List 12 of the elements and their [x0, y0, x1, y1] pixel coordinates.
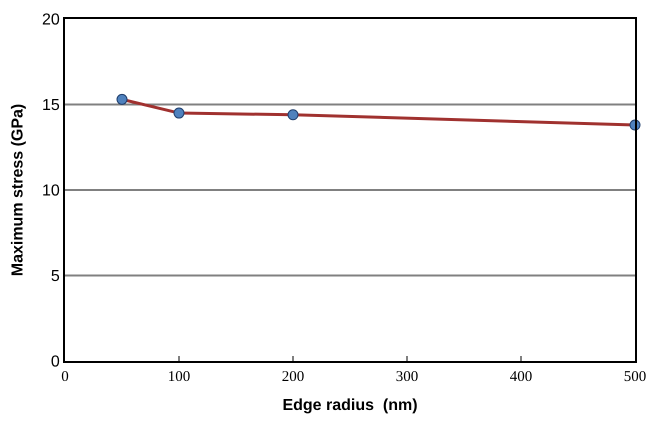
x-tick-label: 300 — [396, 369, 418, 385]
y-tick-label: 20 — [42, 12, 60, 29]
y-axis-title: Maximum stress (GPa) — [9, 104, 26, 276]
x-axis-title: Edge radius (nm) — [282, 397, 418, 414]
y-tick-label: 10 — [42, 182, 60, 200]
y-tick-label: 15 — [42, 97, 60, 114]
x-tick-label: 100 — [168, 369, 190, 385]
y-tick-label: 5 — [50, 268, 60, 286]
x-tick-label: 500 — [624, 369, 646, 385]
x-tick-label: 200 — [282, 369, 304, 385]
x-tick-label: 400 — [510, 369, 532, 385]
y-tick-label: 0 — [50, 354, 60, 371]
